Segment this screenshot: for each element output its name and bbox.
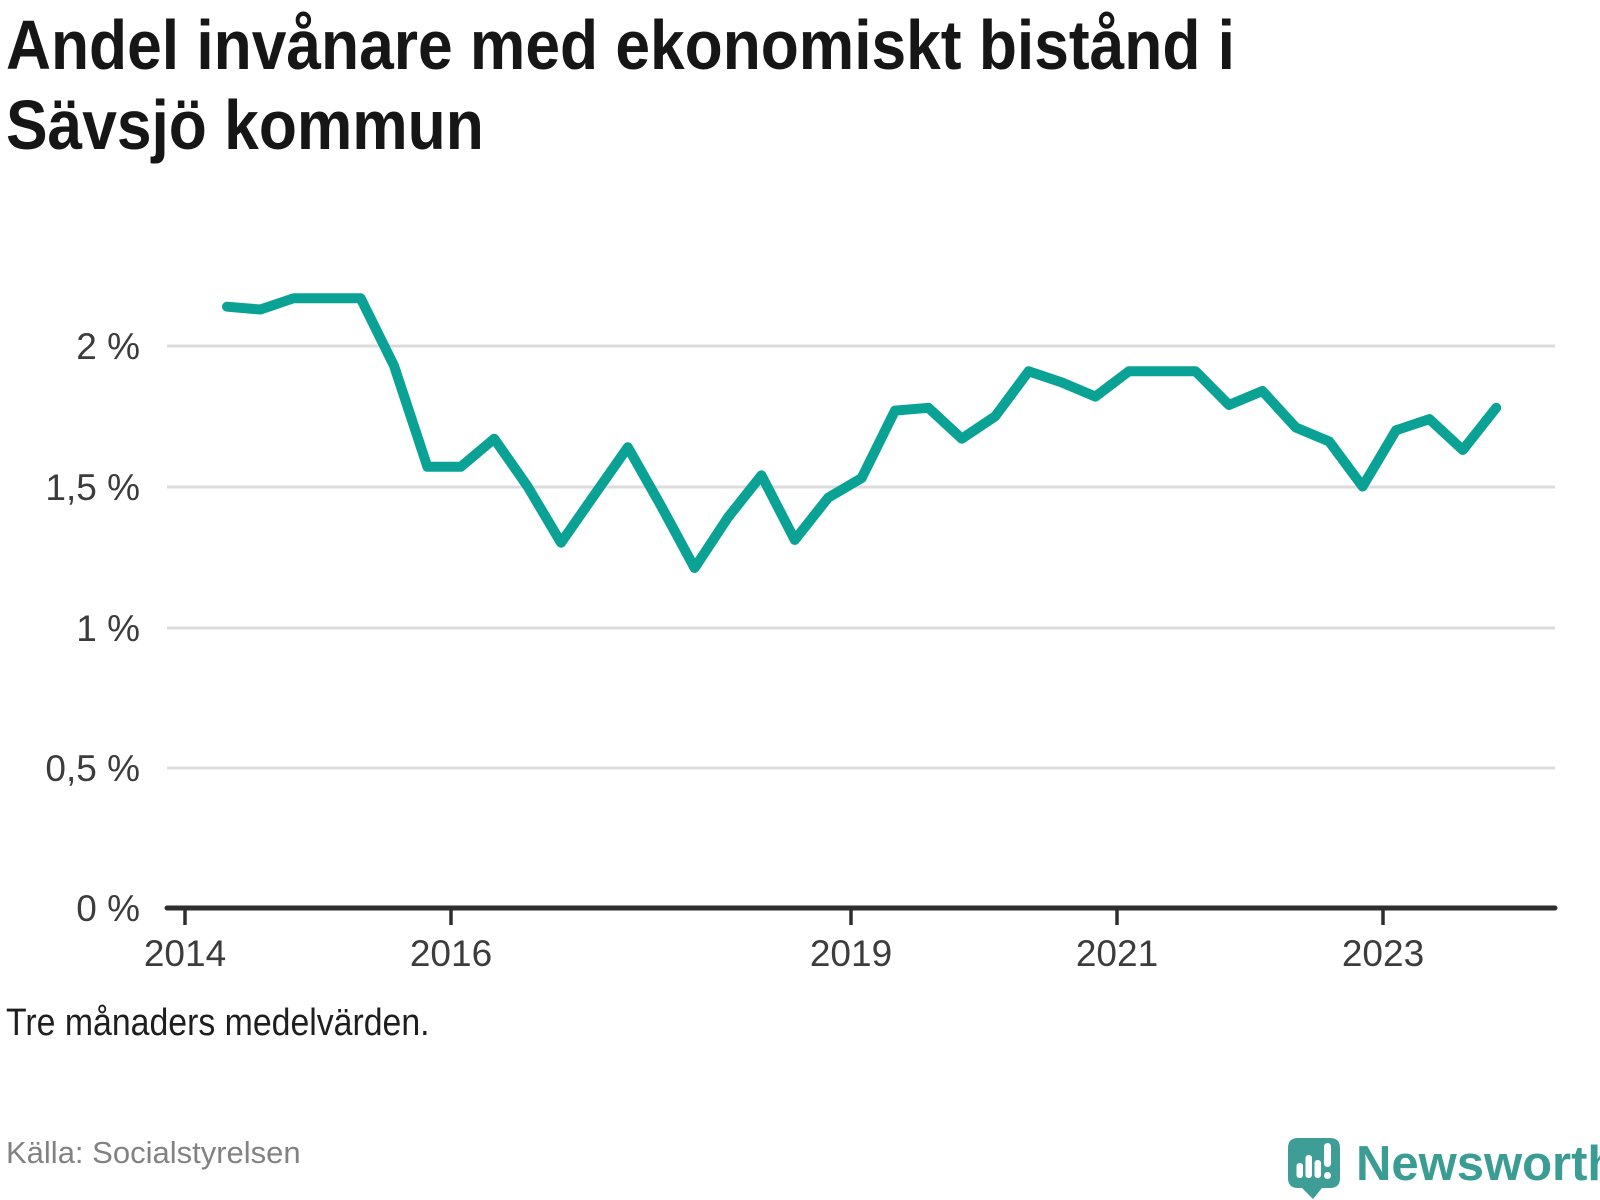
source-note: Källa: Socialstyrelsen xyxy=(6,1135,301,1170)
logo-bar-1 xyxy=(1296,1163,1303,1178)
logo-bar-3 xyxy=(1314,1160,1321,1178)
y-tick-label-2pct: 2 % xyxy=(76,326,140,367)
y-tick-label-1-5pct: 1,5 % xyxy=(45,467,140,508)
y-tick-label-0-5pct: 0,5 % xyxy=(45,748,140,789)
x-tick-label-2021: 2021 xyxy=(1076,933,1158,974)
x-tick-label-2023: 2023 xyxy=(1342,933,1424,974)
x-tick-label-2016: 2016 xyxy=(410,933,492,974)
y-tick-label-1pct: 1 % xyxy=(76,608,140,649)
x-tick-label-2014: 2014 xyxy=(144,933,226,974)
y-tick-label-0pct: 0 % xyxy=(76,888,140,929)
trend-line xyxy=(222,293,1502,573)
x-tick-label-2019: 2019 xyxy=(810,933,892,974)
logo-exclamation-dot xyxy=(1324,1172,1331,1179)
page-title: Andel invånare med ekonomiskt bistånd i … xyxy=(6,6,1236,164)
footnote: Tre månaders medelvärden. xyxy=(6,1002,430,1044)
logo-bar-2 xyxy=(1305,1155,1312,1178)
newsworthy-logo-icon xyxy=(1288,1138,1340,1199)
logo-exclamation-bar xyxy=(1324,1143,1331,1167)
logo-bubble-shape xyxy=(1288,1138,1340,1199)
newsworthy-logo-text: Newsworthy xyxy=(1356,1137,1600,1191)
